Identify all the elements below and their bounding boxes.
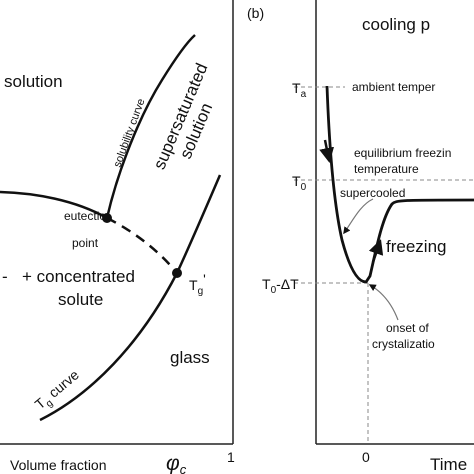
tg-curve [39, 174, 222, 422]
freezing-label: freezing [386, 237, 446, 256]
region-solution-label: solution [4, 72, 63, 91]
concentrated-label-line1: + concentrated [22, 267, 135, 286]
eutectic-label-line1: eutectic [64, 209, 105, 223]
supercooled-pointer [343, 198, 374, 235]
cooling-curve [325, 85, 474, 284]
tg-curve-label: Tg curve [32, 366, 85, 415]
right-panel: (b) cooling p Ta T0 T0-ΔT ambient temper… [247, 0, 474, 474]
tg-prime-label: Tg' [189, 271, 206, 297]
onset-label-line1: onset of [386, 321, 429, 335]
cooling-arrow [319, 139, 335, 163]
t0-minus-dt-label: T0-ΔT [262, 276, 299, 296]
left-dash-label: - [2, 267, 8, 286]
equilibrium-freezing-label-line1: equilibrium freezin [354, 146, 451, 160]
tg-prime-marker [172, 268, 182, 278]
concentrated-label-line2: solute [58, 290, 103, 309]
x-tick-0: 0 [362, 449, 370, 465]
solubility-curve-label: solubility curve [112, 97, 148, 169]
onset-label-line2: crystalizatio [372, 337, 435, 351]
phi-symbol: φc [166, 452, 187, 474]
cooling-title: cooling p [362, 15, 430, 34]
time-axis-label: Time [430, 455, 467, 474]
t0-label: T0 [292, 173, 307, 193]
supercooled-label: supercooled [340, 186, 405, 200]
freezing-arrow [368, 239, 384, 263]
panel-letter-b: (b) [247, 5, 264, 21]
equilibrium-freezing-label-line2: temperature [354, 162, 419, 176]
solubility-curve [105, 34, 196, 219]
x-tick-1: 1 [227, 449, 235, 465]
glass-region-label: glass [170, 348, 210, 367]
eutectic-point-marker [102, 213, 112, 223]
ta-label: Ta [292, 80, 307, 100]
x-axis-label: Volume fraction [10, 457, 107, 473]
eutectic-label-line2: point [72, 236, 99, 250]
freezing-curve [0, 190, 108, 220]
onset-pointer [368, 284, 399, 321]
left-panel: solution solubility curve supersaturated… [0, 0, 235, 474]
ambient-temperature-label: ambient temper [352, 80, 435, 94]
dashed-extension-curve [106, 216, 178, 274]
